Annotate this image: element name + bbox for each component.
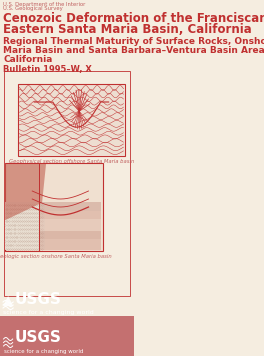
Polygon shape [3, 296, 13, 306]
Text: U.S. Department of the Interior: U.S. Department of the Interior [3, 2, 86, 7]
Bar [39, 219, 101, 231]
Bar [4, 163, 103, 251]
Text: U.S. Geological Survey: U.S. Geological Survey [3, 6, 63, 11]
Bar [39, 231, 101, 240]
Text: Geophysical section offshore Santa Maria basin: Geophysical section offshore Santa Maria… [9, 159, 134, 164]
Bar [39, 240, 101, 250]
Bar [19, 85, 124, 155]
Bar [39, 211, 101, 219]
Text: Geologic section onshore Santa Maria basin: Geologic section onshore Santa Maria bas… [0, 254, 112, 259]
Text: science for a changing world: science for a changing world [3, 349, 83, 354]
Text: USGS: USGS [15, 330, 62, 346]
Bar [18, 84, 125, 156]
Text: Bulletin 1995–W, X: Bulletin 1995–W, X [3, 65, 92, 74]
Text: Maria Basin and Santa Barbara–Ventura Basin Area,: Maria Basin and Santa Barbara–Ventura Ba… [3, 46, 264, 55]
Text: Cenozoic Deformation of the Franciscan Complex,: Cenozoic Deformation of the Franciscan C… [3, 12, 264, 25]
Bar [0, 316, 134, 356]
Bar [4, 71, 130, 296]
Text: Regional Thermal Maturity of Surface Rocks, Onshore Santa: Regional Thermal Maturity of Surface Roc… [3, 37, 264, 46]
Bar [5, 201, 45, 250]
Bar [39, 201, 101, 211]
Text: science for a changing world: science for a changing world [3, 310, 94, 315]
Text: California: California [3, 55, 53, 64]
Text: USGS: USGS [14, 293, 61, 308]
Polygon shape [5, 164, 46, 220]
Text: Eastern Santa Maria Basin, California: Eastern Santa Maria Basin, California [3, 23, 252, 36]
